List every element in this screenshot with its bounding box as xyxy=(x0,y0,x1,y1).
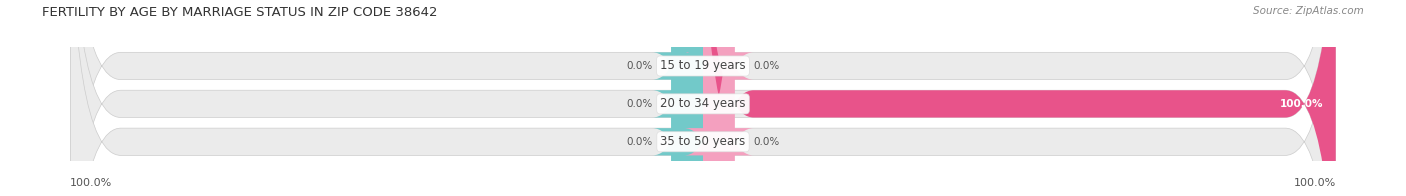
Text: 15 to 19 years: 15 to 19 years xyxy=(661,60,745,73)
FancyBboxPatch shape xyxy=(685,0,754,196)
Text: 0.0%: 0.0% xyxy=(626,99,652,109)
Text: 0.0%: 0.0% xyxy=(754,61,780,71)
FancyBboxPatch shape xyxy=(70,0,1336,196)
Text: Source: ZipAtlas.com: Source: ZipAtlas.com xyxy=(1253,6,1364,16)
Text: 100.0%: 100.0% xyxy=(70,178,112,188)
Text: 35 to 50 years: 35 to 50 years xyxy=(661,135,745,148)
FancyBboxPatch shape xyxy=(70,0,1336,196)
Legend: Married, Unmarried: Married, Unmarried xyxy=(619,195,787,196)
Text: 0.0%: 0.0% xyxy=(626,61,652,71)
FancyBboxPatch shape xyxy=(70,0,1336,196)
FancyBboxPatch shape xyxy=(685,0,754,196)
FancyBboxPatch shape xyxy=(652,0,723,196)
Text: FERTILITY BY AGE BY MARRIAGE STATUS IN ZIP CODE 38642: FERTILITY BY AGE BY MARRIAGE STATUS IN Z… xyxy=(42,6,437,19)
Text: 0.0%: 0.0% xyxy=(626,137,652,147)
FancyBboxPatch shape xyxy=(703,0,1336,196)
Text: 0.0%: 0.0% xyxy=(754,137,780,147)
Text: 20 to 34 years: 20 to 34 years xyxy=(661,97,745,110)
FancyBboxPatch shape xyxy=(652,0,723,196)
Text: 100.0%: 100.0% xyxy=(1279,99,1323,109)
Text: 100.0%: 100.0% xyxy=(1294,178,1336,188)
FancyBboxPatch shape xyxy=(652,0,723,196)
